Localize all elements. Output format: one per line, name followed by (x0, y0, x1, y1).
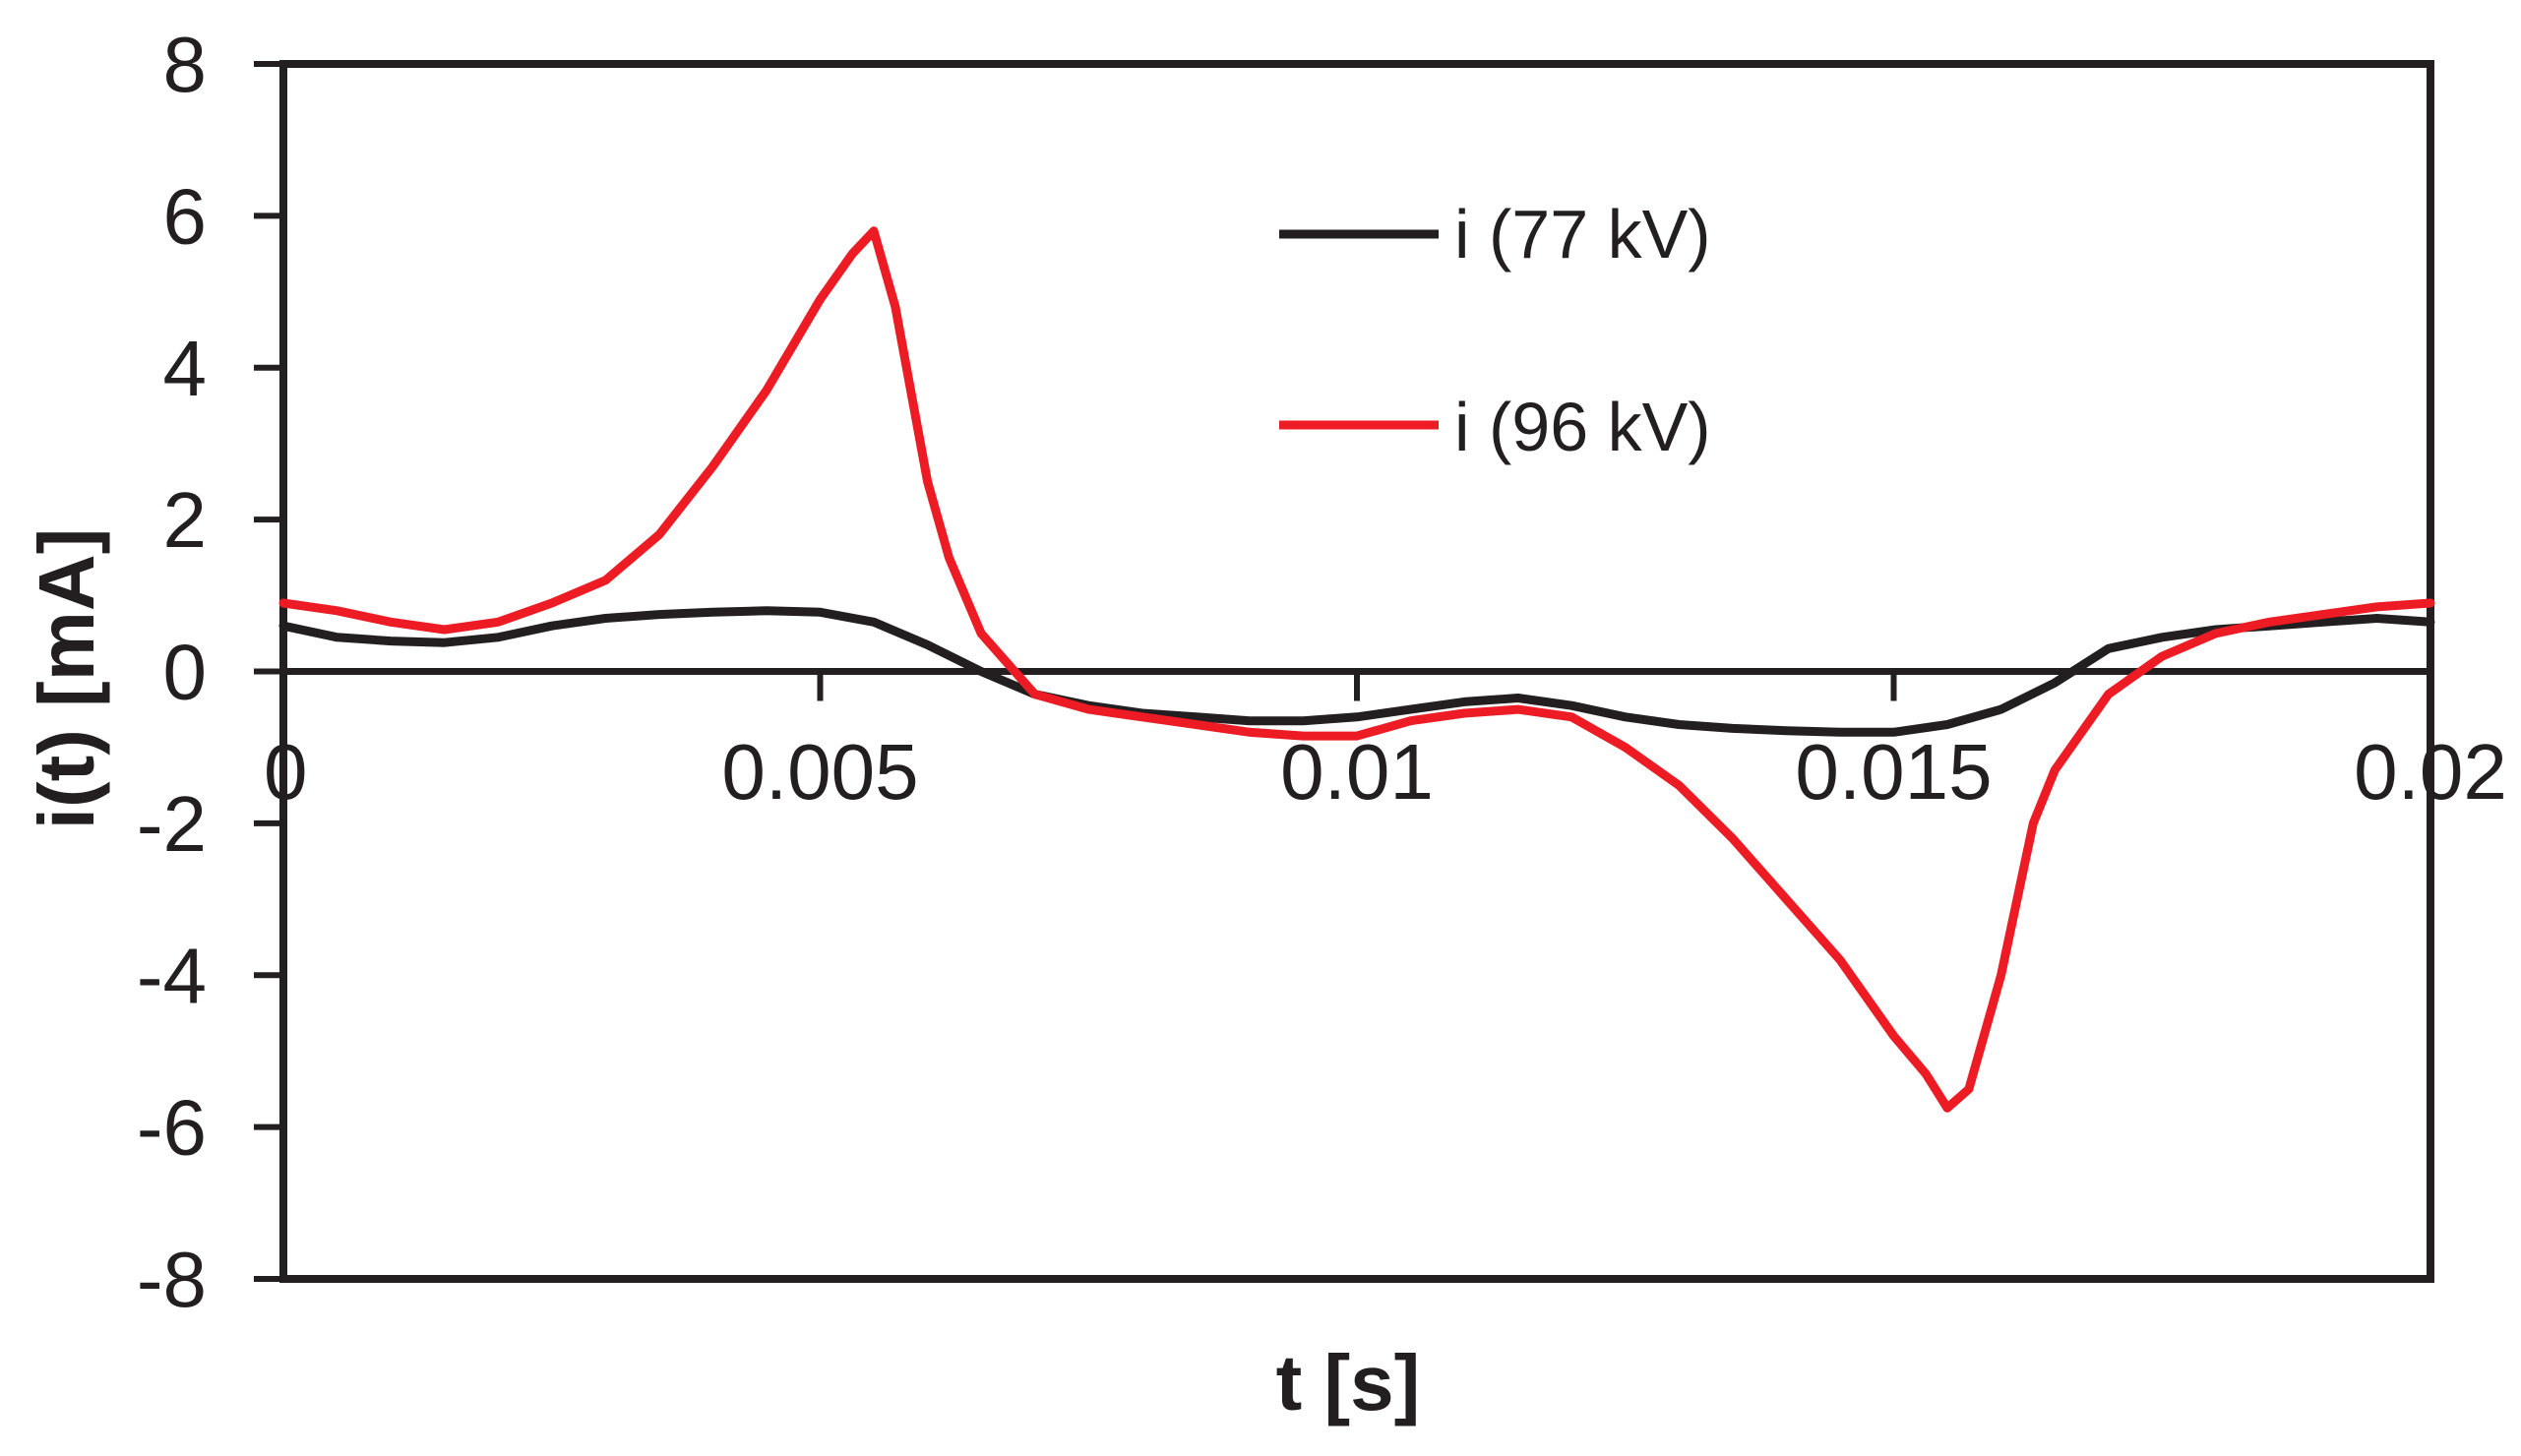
y-tick-label: -6 (137, 1084, 207, 1172)
x-tick-label: 0.01 (1280, 728, 1434, 816)
x-tick-label: 0.02 (2354, 728, 2507, 816)
legend-label-96kv: i (96 kV) (1454, 389, 1711, 465)
series-line-77kv (278, 606, 2435, 737)
x-tick-label: 0 (264, 728, 308, 816)
y-tick-label: -2 (137, 780, 207, 868)
y-tick-label: 2 (163, 476, 208, 564)
y-axis-ticks: 8 6 4 2 0 -2 -4 -6 -8 (137, 21, 283, 1323)
series-line-96kv (278, 226, 2435, 1113)
y-tick-label: 0 (163, 629, 208, 716)
y-tick-label: 8 (163, 21, 208, 108)
y-tick-label: -8 (137, 1236, 207, 1323)
y-tick-label: -4 (137, 932, 207, 1019)
y-tick-label: 6 (163, 172, 208, 260)
x-axis-ticks: 0 0.005 0.01 0.015 0.02 (264, 671, 2507, 816)
y-axis-title: i(t) [mA] (23, 528, 110, 830)
legend-label-77kv: i (77 kV) (1454, 196, 1711, 273)
series-layer (278, 226, 2435, 1113)
x-axis-title: t [s] (1276, 1339, 1421, 1426)
x-tick-label: 0.015 (1795, 728, 1992, 816)
legend: i (77 kV) i (96 kV) (1279, 196, 1711, 465)
x-tick-label: 0.005 (721, 728, 918, 816)
y-tick-label: 4 (163, 325, 208, 412)
